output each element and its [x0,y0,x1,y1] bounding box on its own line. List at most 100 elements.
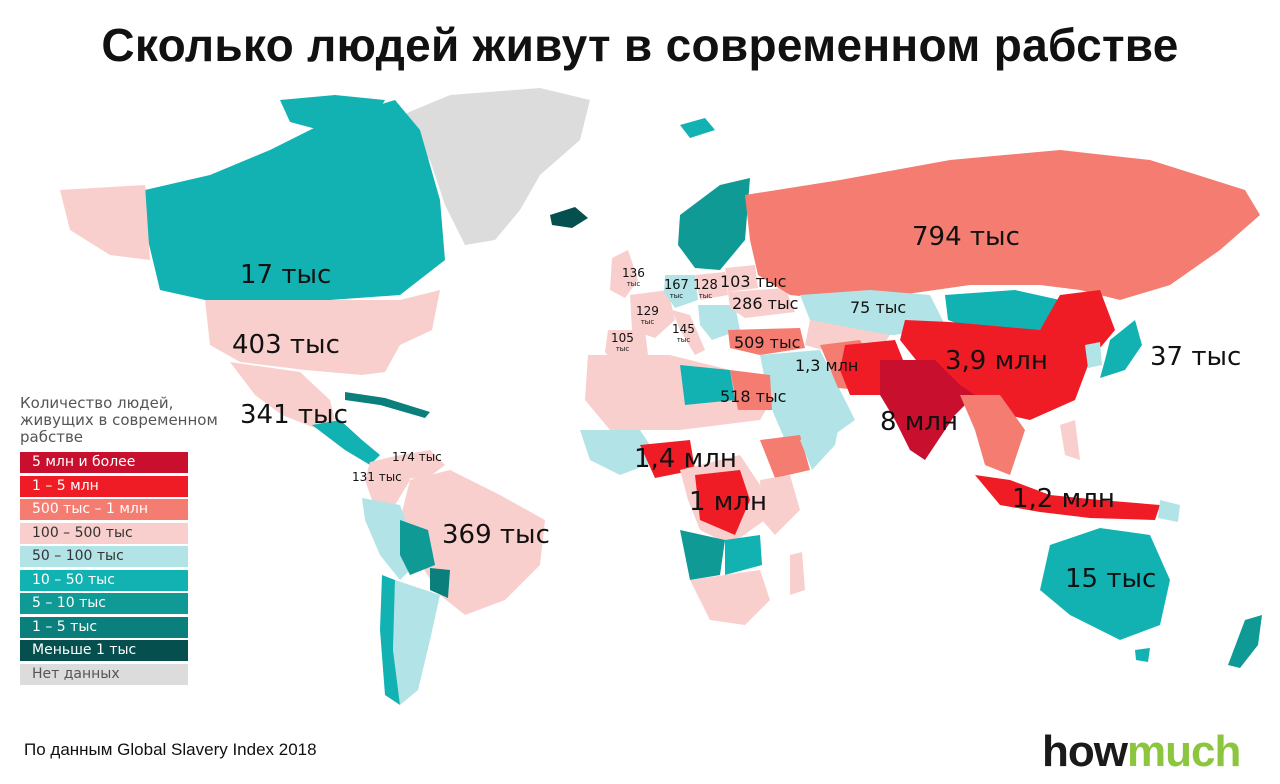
label-poland: 128 тыс [693,279,718,302]
legend-item-50-100k: 50 – 100 тыс [20,546,188,567]
label-uk: 136 тыс [622,266,645,290]
label-france-unit: тыс [640,318,655,326]
region-egypt [730,370,772,410]
map-legend: Количество людей, живущих в современном … [20,395,235,687]
label-spain-value: 105 [611,331,634,345]
region-belarus [725,265,758,292]
region-zambia [725,535,762,575]
label-germany-value: 167 [664,278,689,293]
region-ukraine [728,288,795,318]
legend-title: Количество людей, живущих в современном … [20,394,218,446]
label-kazakhstan: 75 тыс [850,298,907,317]
label-mexico: 341 тыс [240,400,348,430]
label-drc: 1 млн [689,487,768,517]
label-indonesia: 1,2 млн [1012,484,1115,514]
legend-item-1-5k: 1 – 5 тыс [20,616,188,638]
region-east-africa [760,475,800,535]
legend-item-10-50k: 10 – 50 тыс [20,569,188,591]
label-poland-unit: тыс [698,292,713,300]
label-france: 129 тыс [636,304,659,328]
label-uk-unit: тыс [626,280,641,288]
region-colombia [365,455,410,505]
brand-logo-part2: much [1126,727,1241,776]
legend-item-5m-plus: 5 млн и более [20,452,188,473]
region-korea [1085,342,1102,368]
region-libya [680,365,735,405]
source-note: По данным Global Slavery Index 2018 [24,740,317,759]
region-angola [680,530,725,580]
region-argentina [393,580,440,705]
label-uk-value: 136 [622,266,645,280]
region-philippines [1060,420,1080,460]
region-papua [1158,500,1180,522]
label-china: 3,9 млн [945,346,1048,376]
region-svalbard [680,118,715,138]
legend-item-100-500k: 100 – 500 тыс [20,522,188,544]
region-iceland [550,207,588,228]
region-paraguay [430,568,450,598]
region-australia [1040,528,1170,640]
region-middle-east [760,350,855,445]
region-ethiopia [760,435,810,478]
legend-item-500k-1m: 500 тыс – 1 млн [20,499,188,520]
region-alaska [60,185,150,260]
label-germany: 167 тыс [664,278,689,302]
legend-item-no-data: Нет данных [20,663,188,685]
label-belarus: 103 тыс [720,272,787,291]
region-indonesia [975,475,1160,520]
region-southern-africa [690,570,770,625]
region-horn [800,420,840,470]
region-arctic-canada [280,95,385,130]
label-germany-unit: тыс [669,292,684,300]
region-uk [610,250,638,298]
label-turkey: 509 тыс [734,333,801,352]
region-france [630,290,675,338]
label-usa: 403 тыс [232,330,340,360]
region-usa [205,290,440,375]
label-spain: 105 тыс [611,331,634,355]
page-title: Сколько людей живут в современном рабств… [101,19,1179,71]
region-japan [1100,320,1142,378]
region-chile [380,575,400,705]
label-brazil: 369 тыс [442,520,550,550]
region-se-asia [960,395,1025,475]
label-pakistan: 1,3 млн [795,356,859,375]
label-nigeria: 1,4 млн [634,444,737,474]
region-italy [672,310,705,355]
region-new-zealand [1228,615,1262,668]
region-greenland [395,88,590,245]
region-russia [745,150,1260,300]
legend-item-1-5m: 1 – 5 млн [20,475,188,497]
label-canada: 17 тыс [240,260,332,290]
label-russia: 794 тыс [912,222,1020,252]
label-japan: 37 тыс [1150,342,1242,372]
region-india [880,360,975,460]
label-italy-unit: тыс [676,336,691,344]
region-venezuela [400,450,445,480]
region-caribbean [345,392,430,418]
brand-logo: howmuch [1042,727,1241,777]
region-west-africa [580,430,660,475]
region-canada [145,100,445,300]
legend-item-under-1k: Меньше 1 тыс [20,640,188,661]
label-egypt: 518 тыс [720,387,787,406]
region-bolivia [400,520,435,575]
label-australia: 15 тыс [1065,564,1157,594]
region-tasmania [1135,648,1150,662]
brand-logo-part1: how [1042,727,1128,776]
region-poland [695,272,728,300]
region-mongolia [945,290,1060,332]
label-spain-unit: тыс [615,345,630,353]
label-france-value: 129 [636,304,659,318]
label-venezuela: 174 тыс [392,450,442,464]
legend-item-5-10k: 5 – 10 тыс [20,593,188,614]
region-germany [664,275,698,308]
label-india: 8 млн [880,407,959,437]
region-central-america [312,420,380,465]
region-mexico [230,362,335,428]
label-colombia: 131 тыс [352,470,402,484]
region-madagascar [790,552,805,595]
label-italy-value: 145 [672,322,695,336]
region-nigeria [640,440,695,478]
